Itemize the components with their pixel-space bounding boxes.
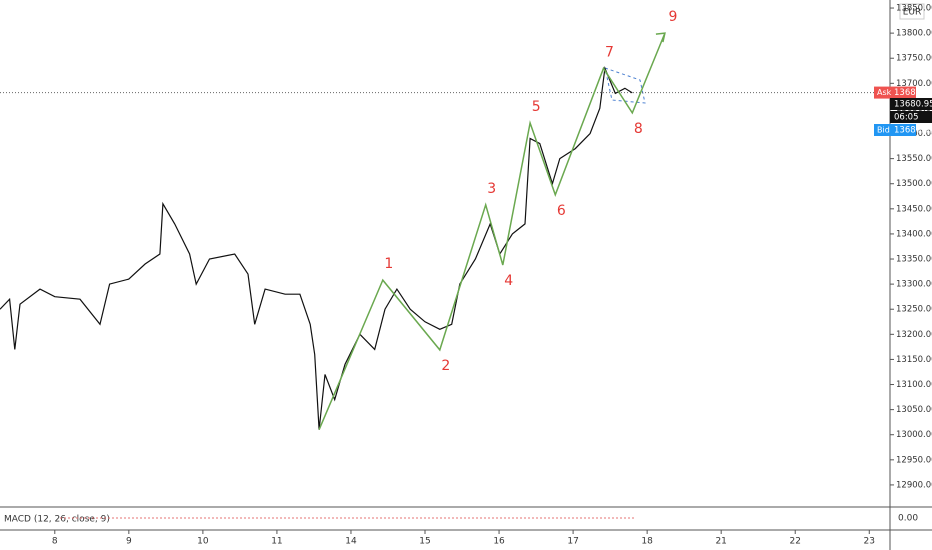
bid-price: 13680.95	[894, 126, 932, 136]
x-tick-label: 8	[52, 537, 58, 547]
wave-arrow	[655, 32, 666, 43]
ask-price: 13681.55	[894, 88, 932, 98]
quote-box	[874, 86, 916, 99]
x-tick-label: 21	[715, 537, 726, 547]
x-tick-label: 16	[493, 537, 505, 547]
price-line	[0, 65, 633, 430]
x-tick-label: 9	[126, 537, 132, 547]
x-tick-label: 23	[864, 537, 875, 547]
y-tick-label: 13800.00	[896, 29, 932, 39]
ask-label: Ask	[877, 88, 892, 97]
y-tick-label: 13300.00	[896, 280, 932, 290]
bid-label: Bid	[877, 126, 890, 135]
y-tick-label: 13350.00	[896, 255, 932, 265]
x-tick-label: 14	[345, 537, 357, 547]
last-price: 13680.95	[894, 100, 932, 110]
y-tick-label: 13450.00	[896, 204, 932, 214]
quote-box	[874, 124, 916, 136]
y-tick-label: 13400.00	[896, 229, 932, 239]
wave-label: 8	[634, 121, 643, 137]
y-tick-label: 13850.00	[896, 4, 932, 14]
wave-label: 7	[605, 44, 614, 60]
wave-label: 1	[384, 256, 393, 272]
y-tick-label: 13700.00	[896, 79, 932, 89]
y-tick-label: 13500.00	[896, 179, 932, 189]
y-tick-label: 13100.00	[896, 380, 932, 390]
x-tick-label: 17	[567, 537, 578, 547]
x-tick-label: 22	[789, 537, 800, 547]
y-tick-label: 12950.00	[896, 455, 932, 465]
y-tick-label: 13550.00	[896, 154, 932, 164]
wave-label: 5	[532, 99, 541, 115]
x-tick-label: 15	[419, 537, 430, 547]
x-tick-label: 18	[641, 537, 653, 547]
y-tick-label: 13050.00	[896, 405, 932, 415]
y-tick-label: 13250.00	[896, 305, 932, 315]
wave-label: 3	[487, 181, 496, 197]
x-tick-label: 10	[197, 537, 209, 547]
y-tick-label: 13750.00	[896, 54, 932, 64]
y-tick-label: 13200.00	[896, 330, 932, 340]
last-box	[890, 98, 932, 110]
wave-line	[318, 32, 666, 430]
wave-label: 4	[504, 273, 513, 289]
wave-label: 6	[557, 203, 566, 219]
x-tick-label: 11	[271, 537, 282, 547]
wave-label: 2	[441, 358, 450, 374]
currency: EUR	[903, 8, 922, 18]
currency-box	[899, 3, 925, 20]
y-tick-label: 13150.00	[896, 355, 932, 365]
indicator-tick-label: 0.00	[898, 514, 918, 524]
indicator-title: MACD (12, 26, close, 9)	[4, 515, 110, 525]
triangle-drawing	[604, 67, 646, 104]
wave-label: 9	[668, 9, 677, 25]
countdown: 06:05	[894, 113, 919, 123]
y-tick-label: 13000.00	[896, 430, 932, 440]
y-tick-label: 12900.00	[896, 480, 932, 490]
countdown-box	[890, 111, 932, 123]
